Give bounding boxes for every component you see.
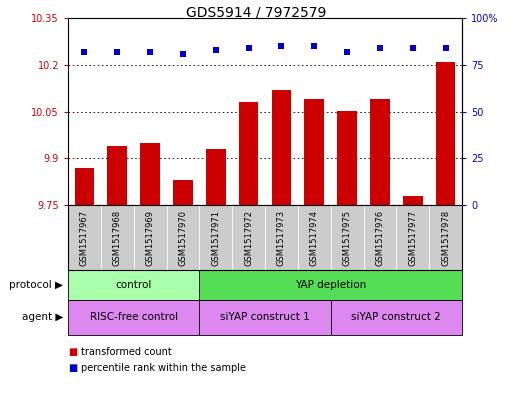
Text: GSM1517978: GSM1517978 bbox=[441, 209, 450, 266]
Text: GSM1517968: GSM1517968 bbox=[113, 209, 122, 266]
Text: transformed count: transformed count bbox=[81, 347, 171, 357]
Bar bbox=[173, 180, 193, 205]
Text: GSM1517971: GSM1517971 bbox=[211, 209, 220, 266]
Bar bbox=[107, 146, 127, 205]
Point bbox=[442, 45, 450, 51]
Text: agent ▶: agent ▶ bbox=[22, 312, 63, 323]
Point bbox=[113, 48, 122, 55]
Point bbox=[212, 47, 220, 53]
Point bbox=[409, 45, 417, 51]
Point bbox=[81, 48, 89, 55]
Point bbox=[278, 43, 286, 49]
Bar bbox=[436, 62, 456, 205]
Text: ■: ■ bbox=[68, 347, 77, 357]
Bar bbox=[337, 112, 357, 205]
Text: RISC-free control: RISC-free control bbox=[90, 312, 177, 323]
Bar bbox=[239, 102, 259, 205]
Text: ■: ■ bbox=[68, 363, 77, 373]
Text: GSM1517976: GSM1517976 bbox=[376, 209, 384, 266]
Text: GSM1517972: GSM1517972 bbox=[244, 209, 253, 266]
Point bbox=[343, 48, 351, 55]
Text: GSM1517975: GSM1517975 bbox=[343, 209, 351, 266]
Text: GSM1517974: GSM1517974 bbox=[310, 209, 319, 266]
Text: percentile rank within the sample: percentile rank within the sample bbox=[81, 363, 246, 373]
Text: YAP depletion: YAP depletion bbox=[295, 280, 366, 290]
Text: GDS5914 / 7972579: GDS5914 / 7972579 bbox=[186, 5, 327, 19]
Point bbox=[179, 50, 187, 57]
Bar bbox=[206, 149, 226, 205]
Bar bbox=[370, 99, 390, 205]
Bar bbox=[140, 143, 160, 205]
Point bbox=[376, 45, 384, 51]
Text: GSM1517977: GSM1517977 bbox=[408, 209, 417, 266]
Text: GSM1517969: GSM1517969 bbox=[146, 209, 154, 266]
Bar bbox=[271, 90, 291, 205]
Point bbox=[146, 48, 154, 55]
Point bbox=[245, 45, 253, 51]
Text: siYAP construct 1: siYAP construct 1 bbox=[220, 312, 310, 323]
Text: GSM1517970: GSM1517970 bbox=[179, 209, 187, 266]
Text: GSM1517967: GSM1517967 bbox=[80, 209, 89, 266]
Text: siYAP construct 2: siYAP construct 2 bbox=[351, 312, 441, 323]
Point bbox=[310, 43, 319, 49]
Text: control: control bbox=[115, 280, 152, 290]
Text: protocol ▶: protocol ▶ bbox=[9, 280, 63, 290]
Bar bbox=[74, 167, 94, 205]
Bar bbox=[403, 196, 423, 205]
Text: GSM1517973: GSM1517973 bbox=[277, 209, 286, 266]
Bar bbox=[304, 99, 324, 205]
